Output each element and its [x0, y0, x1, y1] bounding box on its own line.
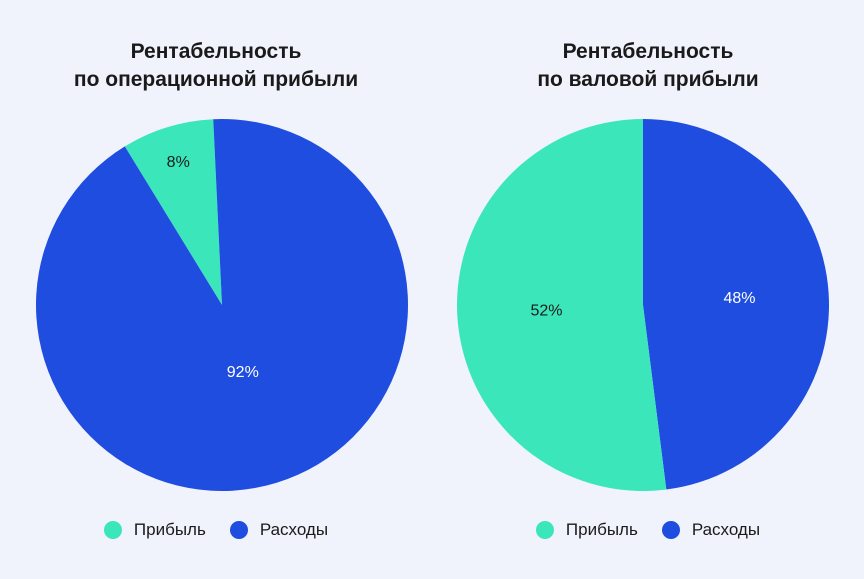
gross-profit-chart: Рентабельность по валовой прибыли 48% 52%… [432, 0, 864, 579]
legend: Прибыль Расходы [432, 520, 864, 540]
pie-chart: 48% 52% [457, 119, 829, 491]
pie-slice-profit [124, 119, 222, 305]
chart-title: Рентабельность по операционной прибыли [0, 38, 432, 94]
legend-swatch-profit [103, 521, 122, 539]
chart-title-line-1: Рентабельность [130, 40, 302, 63]
operating-profit-chart: Рентабельность по операционной прибыли 8… [0, 38, 432, 540]
legend-label: Прибыль [133, 520, 206, 539]
legend-item-profit: Прибыль [535, 520, 638, 540]
legend-label: Прибыль [565, 520, 638, 539]
slice-label: 48% [724, 290, 756, 307]
legend-item-profit: Прибыль [103, 520, 206, 540]
legend: Прибыль Расходы [0, 520, 432, 540]
legend-label: Расходы [691, 520, 761, 539]
chart-title-line-2: по операционной прибыли [73, 68, 359, 91]
legend-label: Расходы [259, 520, 329, 539]
pie-chart: 8% 92% [36, 119, 409, 491]
pie-slice-profit [457, 119, 667, 491]
slice-label: 92% [227, 364, 259, 381]
slice-label: 52% [530, 302, 562, 319]
chart-title-line-2: по валовой прибыли [537, 68, 759, 91]
slice-label: 8% [167, 154, 190, 171]
pie-slice-expenses [643, 119, 829, 490]
legend-item-expenses: Расходы [229, 520, 329, 540]
chart-title-line-1: Рентабельность [562, 40, 734, 63]
chart-title: Рентабельность по валовой прибыли [432, 38, 864, 94]
legend-swatch-expenses [661, 521, 680, 539]
pie-slice-expenses [36, 119, 409, 491]
legend-item-expenses: Расходы [661, 520, 761, 540]
legend-swatch-expenses [229, 521, 248, 539]
legend-swatch-profit [535, 521, 554, 539]
